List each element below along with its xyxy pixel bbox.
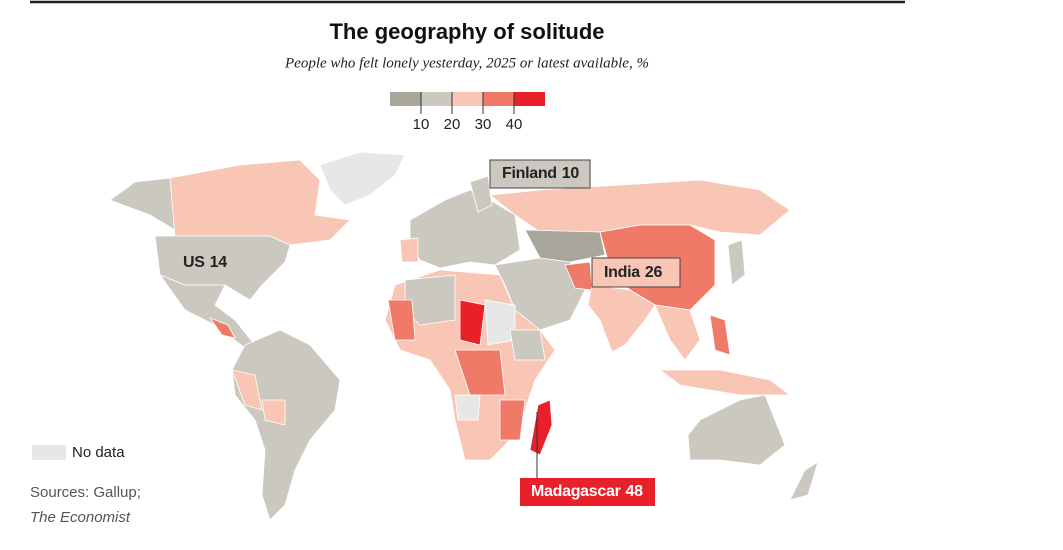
land: [208, 317, 236, 339]
legend-tick-label: 20: [444, 116, 461, 133]
callout-box: [489, 159, 591, 189]
legend-swatch: [390, 92, 421, 106]
land: [789, 461, 819, 501]
land: [658, 369, 792, 396]
legend-swatch: [483, 92, 514, 106]
callout-country: Finland: [502, 165, 557, 182]
legend-swatch: [452, 92, 483, 106]
callout-country: Madagascar: [531, 483, 621, 500]
land: [499, 399, 526, 441]
country: [587, 284, 656, 353]
land: [399, 237, 419, 263]
callout-label: Madagascar 48: [531, 483, 643, 500]
land: [484, 299, 516, 346]
legend-tick-label: 30: [475, 116, 492, 133]
callout-label: Finland 10: [502, 165, 579, 182]
callout-value: 10: [562, 165, 580, 182]
country: [529, 399, 553, 456]
land: [454, 394, 481, 421]
no-data-label: No data: [72, 444, 125, 461]
callout-box: [591, 257, 681, 288]
land: [459, 299, 486, 346]
land: [387, 299, 416, 341]
legend-swatch: [514, 92, 545, 106]
land: [524, 229, 606, 263]
source-line: The Economist: [30, 509, 131, 526]
callout-box: [520, 478, 655, 506]
legend-tick-label: 40: [506, 116, 523, 133]
land: [261, 399, 286, 426]
source-line: Sources: Gallup;: [30, 484, 141, 501]
land: [727, 239, 746, 286]
callout-label: India 26: [604, 264, 662, 281]
land: [231, 329, 341, 521]
legend: 10 20 30 40: [390, 92, 545, 133]
callout-label: US 14: [183, 254, 227, 271]
land: [158, 274, 256, 349]
title: The geography of solitude: [329, 19, 604, 44]
land: [454, 349, 506, 396]
country: [469, 175, 493, 213]
legend-tick-label: 10: [413, 116, 430, 133]
world-map: [109, 151, 819, 521]
no-data-swatch: [32, 445, 66, 460]
callout-value: 48: [626, 483, 644, 500]
callout-value: 26: [645, 264, 663, 281]
callout-country: India: [604, 264, 640, 281]
land: [709, 314, 731, 356]
callouts: Finland 10 US 14 India 26 Madagascar 48: [183, 159, 681, 506]
callout-country: US: [183, 254, 205, 271]
callout-value: 14: [210, 254, 228, 271]
land: [319, 151, 406, 206]
land: [687, 394, 786, 466]
legend-swatch: [421, 92, 452, 106]
land: [509, 329, 546, 361]
land: [654, 304, 701, 361]
subtitle: People who felt lonely yesterday, 2025 o…: [284, 55, 649, 71]
land: [231, 369, 263, 411]
